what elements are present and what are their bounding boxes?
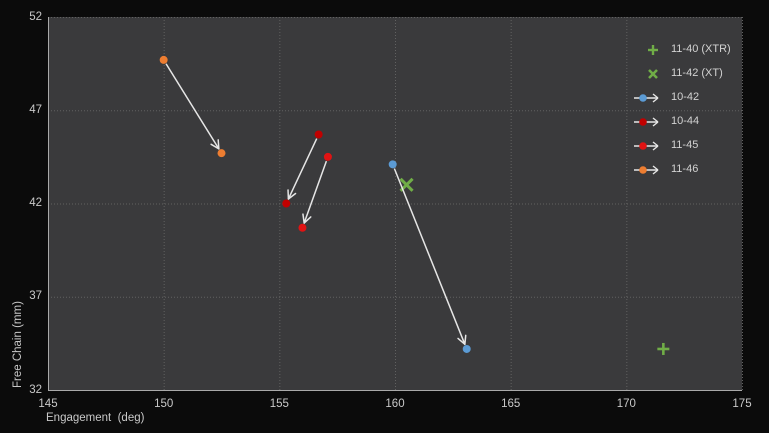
series-11-45 [298, 152, 332, 232]
legend-dot [639, 141, 647, 150]
series-layer [159, 55, 670, 355]
data-point-10-44[interactable] [282, 199, 291, 208]
x-tick-label-150: 150 [154, 398, 174, 410]
arrowhead-icon [652, 144, 659, 151]
arrowhead-icon [457, 337, 466, 346]
arrowhead-icon [652, 92, 659, 99]
series-11-46 [159, 55, 226, 158]
arrowhead-icon [210, 143, 220, 150]
legend-item-11-46[interactable]: 11-46 [633, 163, 731, 176]
legend-label-11-45: 11-45 [671, 139, 699, 151]
x-tick-label-160: 160 [385, 398, 405, 410]
y-tick-label-42: 42 [29, 197, 42, 209]
arrowhead-icon [652, 140, 659, 147]
arrowhead-icon [652, 168, 659, 175]
data-point-10-42[interactable] [388, 160, 397, 169]
legend-marker-11-42-xt [648, 68, 658, 79]
arrowhead-icon [287, 192, 297, 200]
arrowhead-icon [217, 139, 220, 150]
y-tick-label-37: 37 [29, 290, 42, 303]
legend-label-10-44: 10-44 [671, 115, 700, 127]
data-point-10-42[interactable] [462, 344, 471, 353]
x-tick-label-145: 145 [38, 398, 58, 410]
transition-arrow-line [303, 160, 328, 224]
arrowhead-icon [652, 120, 659, 127]
y-tick-label-52: 52 [29, 10, 42, 23]
series-10-44 [282, 130, 323, 208]
arrowhead-icon [303, 216, 312, 224]
legend-label-10-42: 10-42 [671, 91, 700, 103]
legend-marker-10-44 [634, 116, 659, 127]
chart-legend: 11-40 (XTR) 11-42 (XT) 10-42 10-44 11-45 11-4… [633, 43, 731, 176]
legend-marker-11-45 [634, 140, 659, 151]
data-point-11-46[interactable] [217, 149, 226, 158]
x-tick-label-155: 155 [269, 398, 289, 410]
x-tick-label-165: 165 [501, 398, 521, 410]
y-axis-title: Free Chain (mm) [12, 301, 24, 388]
legend-dot [639, 165, 647, 174]
transition-arrow-line [393, 168, 466, 345]
data-point-11-40-xtr[interactable] [657, 342, 670, 355]
x-tick-label-170: 170 [616, 398, 636, 410]
data-point-11-46[interactable] [159, 55, 168, 64]
legend-item-11-45[interactable]: 11-45 [633, 139, 731, 152]
legend-marker-10-42 [634, 92, 659, 103]
legend-dot [639, 117, 647, 126]
transition-arrow-line [287, 138, 318, 200]
legend-label-11-46: 11-46 [671, 163, 699, 175]
series-11-40-xtr [657, 342, 670, 355]
arrowhead-icon [652, 116, 659, 123]
legend-marker-11-40-xtr [648, 44, 658, 55]
gridlines [48, 17, 743, 390]
legend-dot [639, 93, 647, 102]
transition-arrow-line [165, 63, 220, 150]
x-axis-title: Engagement (deg) [46, 412, 145, 424]
data-point-11-45[interactable] [323, 152, 332, 161]
arrowhead-icon [464, 334, 467, 346]
arrowhead-icon [652, 164, 659, 171]
legend-item-11-40-xtr[interactable]: 11-40 (XTR) [633, 43, 731, 56]
series-10-42 [388, 160, 471, 353]
legend-label-11-40-xtr: 11-40 (XTR) [671, 43, 731, 55]
legend-item-11-42-xt[interactable]: 11-42 (XT) [633, 67, 731, 80]
y-tick-label-47: 47 [29, 103, 42, 116]
x-icon [648, 68, 658, 79]
legend-item-10-42[interactable]: 10-42 [633, 91, 731, 104]
x-tick-label-175: 175 [732, 398, 752, 410]
arrowhead-icon [652, 96, 659, 103]
legend-label-11-42-xt: 11-42 (XT) [671, 67, 723, 79]
data-point-11-45[interactable] [298, 223, 307, 232]
data-point-10-44[interactable] [314, 130, 323, 139]
arrowhead-icon [302, 213, 305, 224]
y-tick-label-32: 32 [29, 383, 42, 396]
legend-item-10-44[interactable]: 10-44 [633, 115, 731, 128]
legend-marker-11-46 [634, 164, 659, 175]
